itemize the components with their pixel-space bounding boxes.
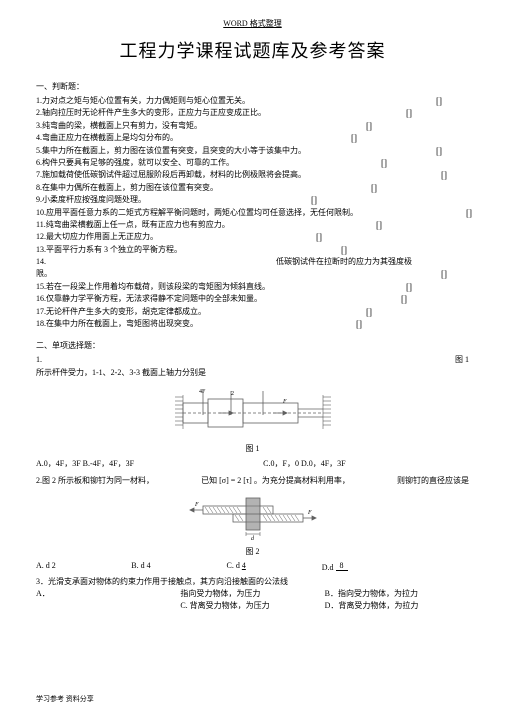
- fig2-label: 图 2: [36, 546, 469, 557]
- main-title: 工程力学课程试题库及参考答案: [36, 37, 469, 63]
- judgment-item: 14. 低碳钢试件在拉断时的应力为其强度极: [36, 256, 469, 268]
- q1-tail: 图 1: [455, 354, 469, 366]
- q2-options: A. d 2 B. d 4 C. d 4 D.d 8: [36, 561, 469, 572]
- q3-row2: C. 背离受力物体，为压力 D．背离受力物体，为拉力: [36, 600, 469, 612]
- fig1-label: 图 1: [36, 443, 469, 454]
- q2-opt-c: C. d 4: [227, 561, 322, 572]
- judgment-item: 3. 纯弯曲的梁，横截面上只有剪力，没有弯矩。[]: [36, 120, 469, 132]
- judgment-item: 1. 力对点之矩与矩心位置有关，力力偶矩则与矩心位置无关。[]: [36, 95, 469, 107]
- q2-opt-d: D.d 8: [322, 561, 469, 572]
- q1-num: 1.: [36, 354, 42, 366]
- figure-2: F F d: [36, 492, 469, 542]
- judgment-item: 5. 集中力所在截面上，剪力图在该位置有突变，且突变的大小等于该集中力。[]: [36, 145, 469, 157]
- q1-line1: 1. 图 1: [36, 354, 469, 366]
- svg-text:4F: 4F: [199, 389, 206, 395]
- figure-1: 4F 2 F: [36, 383, 469, 439]
- q2-opt-b: B. d 4: [131, 561, 226, 572]
- judgment-item: 17. 无论杆件产生多大的变形，胡克定律都成立。[]: [36, 306, 469, 318]
- svg-text:2: 2: [231, 391, 234, 397]
- judgment-item: 10. 应用平面任意力系的二矩式方程解平衡问题时，两矩心位置均可任意选择，无任何…: [36, 207, 469, 219]
- judgment-list: 1. 力对点之矩与矩心位置有关，力力偶矩则与矩心位置无关。[]2. 轴向拉压时无…: [36, 95, 469, 330]
- judgment-item: 16. 仅靠静力学平衡方程，无法求得静不定问题中的全部未知量。[]: [36, 293, 469, 305]
- q1-opts-left: A.0，4F，3F B.-4F，4F，3F: [36, 458, 261, 469]
- section-choice: 二、单项选择题：: [36, 340, 469, 351]
- q2-a: 2.图 2 所示板和铆钉为同一材料，: [36, 475, 154, 487]
- q3-b: B．指向受力物体，为拉力: [325, 588, 469, 600]
- svg-text:d: d: [251, 536, 255, 542]
- judgment-item: 15. 若在一段梁上作用着均布载荷，则该段梁的弯矩图为倾斜直线。[]: [36, 281, 469, 293]
- q3-c: C. 背离受力物体，为压力: [180, 600, 324, 612]
- svg-text:F: F: [282, 399, 287, 405]
- page-header: WORD 格式整理: [36, 18, 469, 29]
- q3-a-label: A．: [36, 588, 180, 600]
- judgment-item: 6. 构件只要具有足够的强度，就可以安全、可靠的工作。[]: [36, 157, 469, 169]
- section-judgment: 一、判断题：: [36, 81, 469, 92]
- q2-line: 2.图 2 所示板和铆钉为同一材料， 已知 [σ] = 2 [τ] 。为充分提高…: [36, 475, 469, 487]
- q1-options: A.0，4F，3F B.-4F，4F，3F C.0，F，0 D.0，4F，3F: [36, 458, 469, 469]
- judgment-item: 2. 轴向拉压时无论杆件产生多大的变形，正应力与正应变成正比。[]: [36, 107, 469, 119]
- q1-opts-right: C.0，F，0 D.0，4F，3F: [263, 459, 345, 468]
- page-footer: 学习参考 资料分享: [36, 694, 94, 704]
- q2-opt-a: A. d 2: [36, 561, 131, 572]
- judgment-item: 7. 施加载荷使低碳钢试件超过屈服阶段后再卸载，材料的比例极限将会提高。[]: [36, 169, 469, 181]
- judgment-item: 18. 在集中力所在截面上，弯矩图将出现突变。[]: [36, 318, 469, 330]
- q3-d: D．背离受力物体，为拉力: [325, 600, 469, 612]
- judgment-item: 4. 弯曲正应力在横截面上是均匀分布的。[]: [36, 132, 469, 144]
- judgment-item: 12. 最大切应力作用面上无正应力。[]: [36, 231, 469, 243]
- q2-c: 则铆钉的直径应该是: [397, 475, 469, 487]
- q1-line2: 所示杆件受力，1-1、2-2、3-3 截面上轴力分别是: [36, 367, 469, 379]
- judgment-item: 8. 在集中力偶所在截面上，剪力图在该位置有突变。[]: [36, 182, 469, 194]
- q3-a: 指向受力物体，为压力: [180, 588, 324, 600]
- q3-row1: A． 指向受力物体，为压力 B．指向受力物体，为拉力: [36, 588, 469, 600]
- q3: 3．光滑支承面对物体的约束力作用于接触点，其方向沿接触面的公法线: [36, 576, 469, 588]
- judgment-item: 限。[]: [36, 268, 469, 280]
- q2-b: 已知 [σ] = 2 [τ] 。为充分提高材料利用率，: [201, 475, 350, 487]
- svg-text:F: F: [194, 502, 199, 508]
- svg-text:F: F: [307, 510, 312, 516]
- judgment-item: 11. 纯弯曲梁横截面上任一点，既有正应力也有剪应力。[]: [36, 219, 469, 231]
- judgment-item: 9. 小柔度杆应按强度问题处理。[]: [36, 194, 469, 206]
- judgment-item: 13. 平面平行力系有 3 个独立的平衡方程。[]: [36, 244, 469, 256]
